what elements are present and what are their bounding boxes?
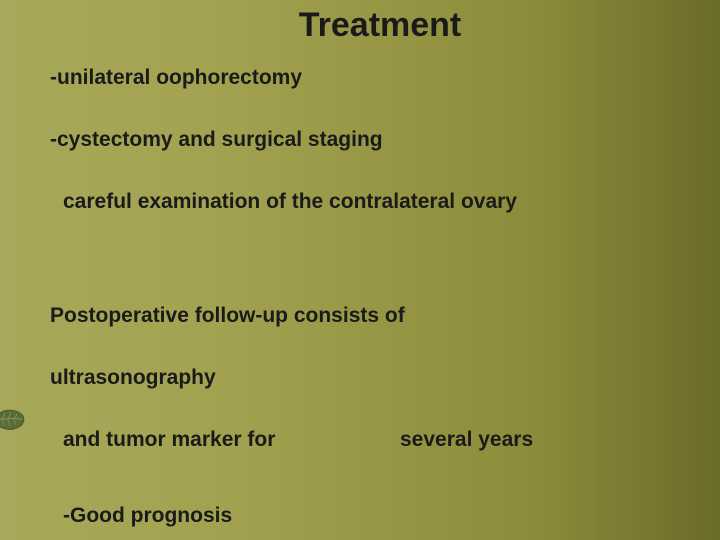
bullet-unilateral: -unilateral oophorectomy [50, 66, 302, 90]
bullet-cystectomy: -cystectomy and surgical staging [50, 128, 383, 152]
bullet-postoperative: Postoperative follow-up consists of [50, 304, 405, 328]
bullet-several-years: several years [400, 428, 533, 452]
bullet-careful-exam: careful examination of the contralateral… [63, 190, 517, 214]
slide-title: Treatment [0, 6, 720, 45]
leaf-icon [0, 405, 32, 433]
bullet-good-prognosis: -Good prognosis [63, 504, 232, 528]
slide-container: Treatment -unilateral oophorectomy -cyst… [0, 0, 720, 540]
bullet-tumor-marker: and tumor marker for [63, 428, 275, 452]
bullet-ultrasonography: ultrasonography [50, 366, 216, 390]
